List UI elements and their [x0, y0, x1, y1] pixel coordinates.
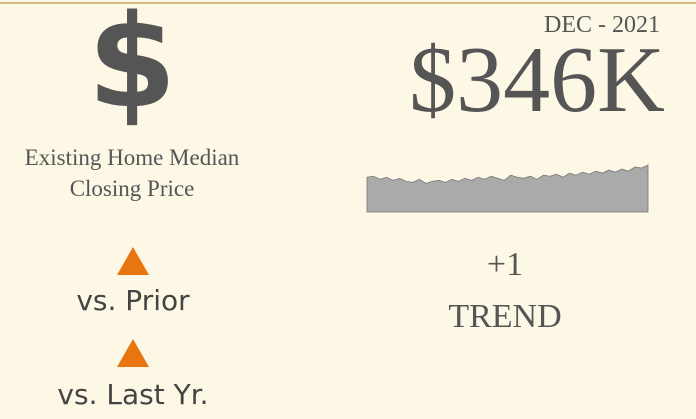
comparison: vs. Last Yr.: [57, 378, 208, 411]
label-line: Existing Home Median: [25, 145, 240, 170]
kpi-value: $346K: [409, 28, 665, 132]
trend-value: +1: [487, 246, 523, 283]
up-arrow: [117, 247, 149, 275]
label-line: Closing Price: [70, 176, 195, 201]
dollar-icon: $: [87, 0, 176, 137]
comparison: vs. Prior: [76, 284, 190, 317]
trend-label: TREND: [448, 298, 561, 335]
sparkline: [366, 164, 649, 213]
date: DEC - 2021: [544, 12, 660, 38]
up-arrow: [117, 339, 149, 367]
sparkline-area: [366, 164, 649, 213]
